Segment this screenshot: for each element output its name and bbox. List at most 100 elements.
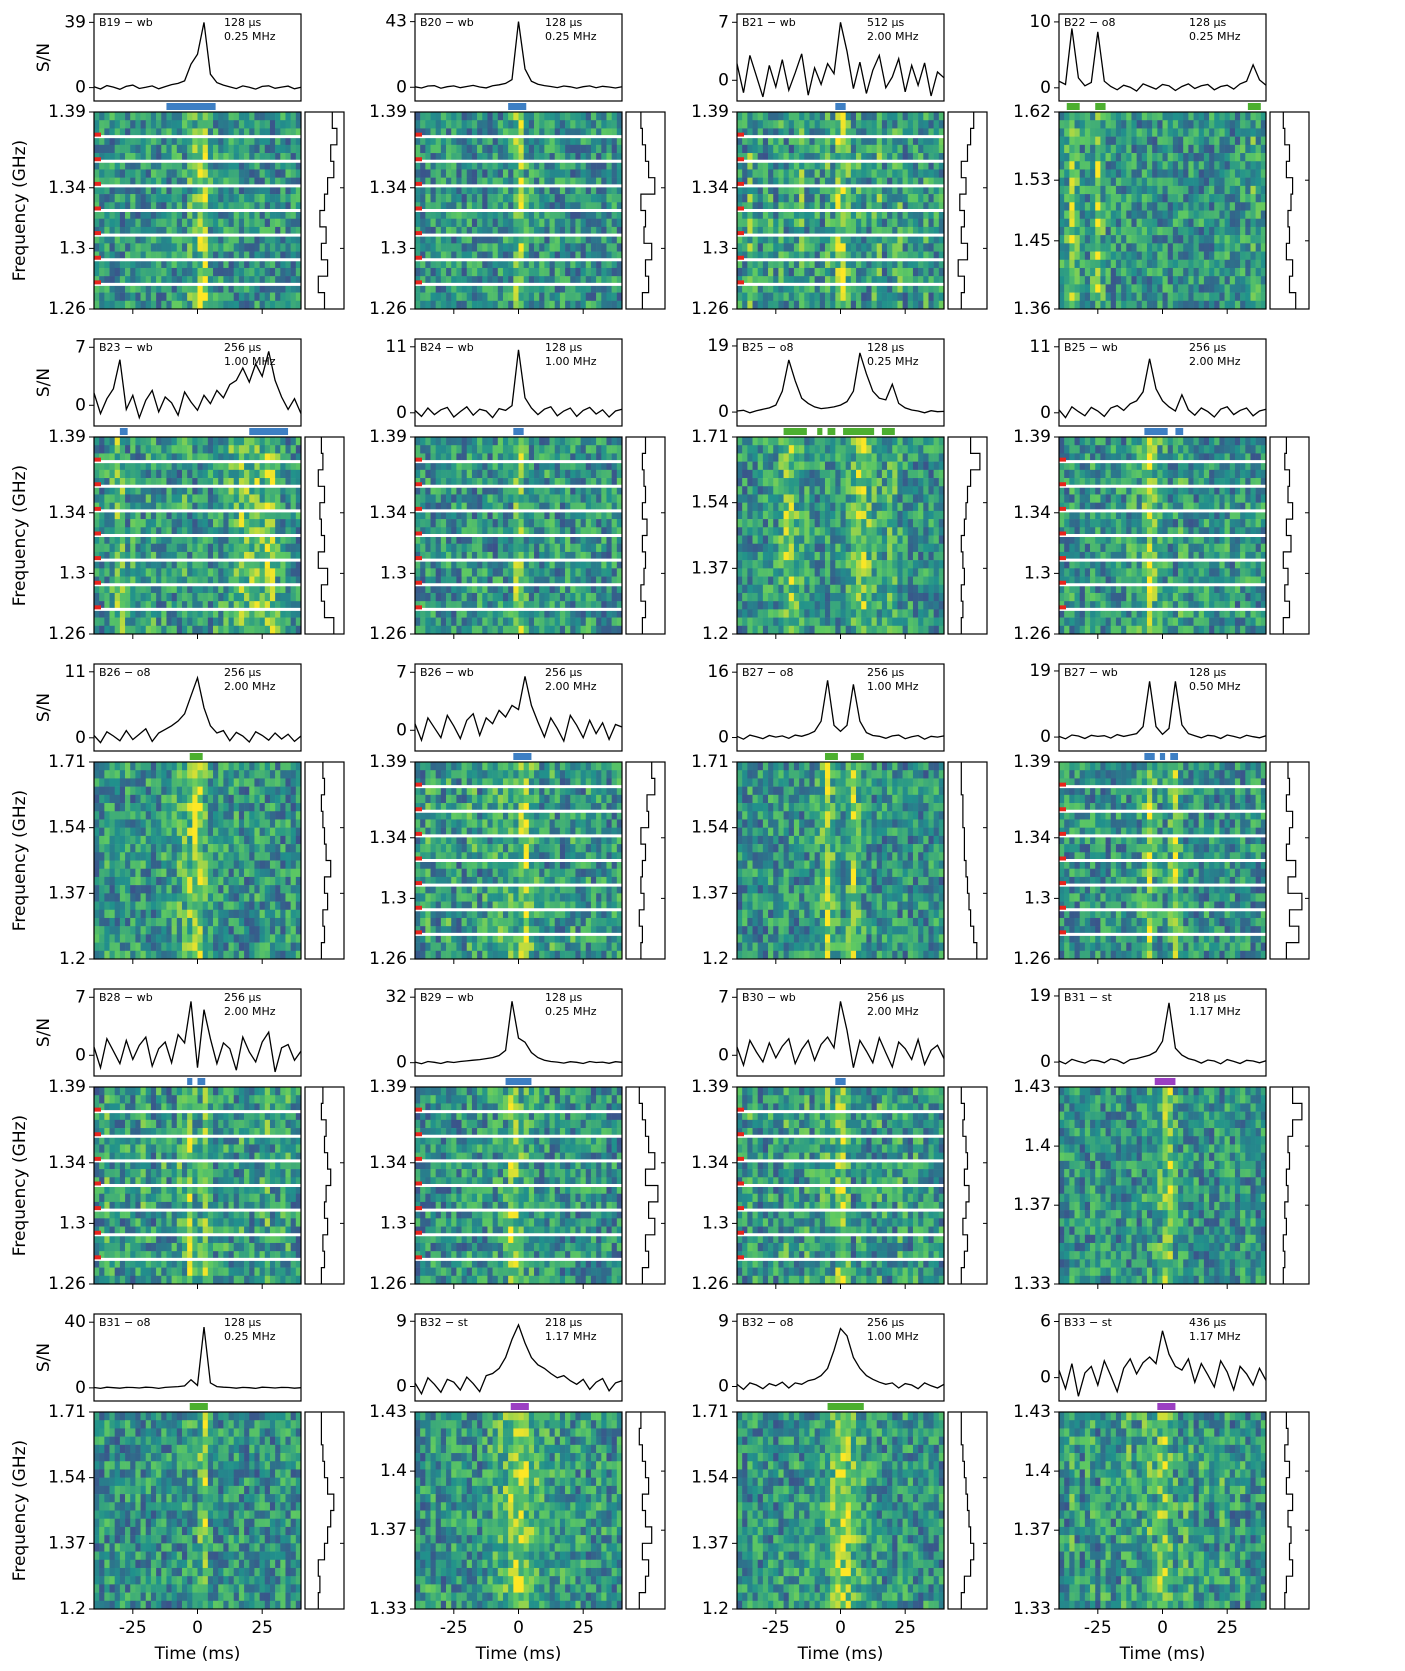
waterfall-cell	[446, 202, 452, 211]
waterfall-cell	[783, 169, 790, 178]
waterfall-cell	[616, 128, 623, 137]
waterfall-cell	[892, 235, 898, 244]
waterfall-cell	[601, 259, 607, 269]
waterfall-cell	[223, 144, 229, 154]
waterfall-cell	[471, 194, 478, 203]
waterfall-cell	[446, 276, 452, 285]
waterfall-cell	[804, 153, 810, 162]
waterfall-cell	[135, 461, 141, 471]
waterfall-cell	[466, 185, 473, 195]
waterfall-cell	[835, 194, 841, 203]
waterfall-cell	[130, 535, 136, 545]
waterfall-cell	[804, 144, 810, 154]
waterfall-cell	[585, 153, 592, 162]
waterfall-cell	[280, 202, 286, 211]
waterfall-cell	[275, 210, 281, 220]
waterfall-cell	[119, 486, 126, 495]
waterfall-cell	[176, 625, 183, 635]
waterfall-cell	[1162, 243, 1168, 252]
waterfall-cell	[938, 218, 945, 228]
waterfall-cell	[788, 284, 795, 293]
waterfall-cell	[1193, 300, 1200, 310]
flag-mark	[94, 506, 101, 511]
waterfall-cell	[290, 267, 297, 277]
waterfall-cell	[835, 292, 841, 302]
waterfall-cell	[171, 584, 178, 594]
waterfall-cell	[259, 609, 266, 618]
waterfall-cell	[933, 185, 940, 195]
waterfall-cell	[275, 486, 281, 495]
waterfall-cell	[285, 560, 291, 569]
waterfall-cell	[207, 568, 214, 577]
waterfall-cell	[933, 120, 940, 129]
waterfall-cell	[1131, 128, 1137, 137]
waterfall-cell	[1105, 202, 1112, 211]
waterfall-cell	[290, 609, 297, 618]
waterfall-cell	[244, 445, 250, 454]
waterfall-cell	[114, 445, 121, 454]
waterfall-cell	[233, 568, 240, 577]
waterfall-cell	[773, 194, 779, 203]
waterfall-cell	[539, 112, 545, 121]
waterfall-cell	[135, 243, 141, 252]
waterfall-cell	[192, 609, 198, 618]
waterfall-cell	[565, 177, 571, 187]
waterfall-cell	[156, 445, 162, 454]
waterfall-cell	[233, 177, 240, 187]
waterfall-cell	[161, 251, 167, 261]
waterfall-cell	[845, 251, 852, 261]
waterfall-cell	[580, 153, 587, 162]
waterfall-cell	[295, 202, 302, 211]
waterfall-cell	[1240, 120, 1246, 129]
waterfall-cell	[861, 292, 867, 302]
waterfall-cell	[1178, 144, 1184, 154]
waterfall-cell	[585, 300, 592, 310]
waterfall-cell	[1250, 276, 1256, 285]
waterfall-cell	[1240, 259, 1246, 269]
waterfall-cell	[156, 601, 162, 610]
waterfall-cell	[166, 469, 172, 479]
waterfall-cell	[140, 601, 147, 610]
waterfall-cell	[835, 161, 841, 170]
waterfall-cell	[866, 112, 872, 121]
waterfall-cell	[181, 128, 188, 137]
waterfall-cell	[1162, 120, 1168, 129]
waterfall-cell	[238, 153, 245, 162]
waterfall-cell	[487, 267, 493, 277]
waterfall-cell	[1059, 136, 1065, 146]
waterfall-cell	[747, 112, 753, 121]
waterfall-cell	[1167, 226, 1174, 236]
waterfall-cell	[1069, 259, 1075, 269]
waterfall-cell	[1240, 267, 1246, 277]
waterfall-cell	[1250, 210, 1256, 220]
waterfall-cell	[285, 194, 291, 203]
waterfall-cell	[534, 194, 540, 203]
waterfall-cell	[1224, 153, 1231, 162]
waterfall-cell	[1095, 300, 1101, 310]
waterfall-cell	[238, 267, 245, 277]
waterfall-cell	[783, 177, 790, 187]
waterfall-cell	[207, 453, 214, 462]
masked-channel	[415, 282, 622, 286]
waterfall-cell	[830, 161, 836, 170]
waterfall-cell	[845, 276, 852, 285]
waterfall-cell	[140, 267, 147, 277]
waterfall-cell	[892, 136, 898, 146]
waterfall-cell	[528, 292, 535, 302]
waterfall-cell	[1245, 284, 1251, 293]
waterfall-cell	[887, 112, 893, 121]
waterfall-cell	[145, 568, 152, 577]
waterfall-cell	[166, 202, 172, 211]
waterfall-cell	[737, 210, 743, 220]
waterfall-cell	[835, 251, 841, 261]
waterfall-cell	[176, 284, 183, 293]
waterfall-cell	[1203, 267, 1210, 277]
waterfall-cell	[238, 202, 245, 211]
waterfall-cell	[1162, 226, 1168, 236]
waterfall-cell	[861, 251, 867, 261]
waterfall-cell	[238, 592, 245, 602]
waterfall-cell	[762, 210, 769, 220]
waterfall-cell	[94, 112, 100, 121]
waterfall-cell	[125, 617, 131, 627]
waterfall-cell	[181, 592, 188, 602]
